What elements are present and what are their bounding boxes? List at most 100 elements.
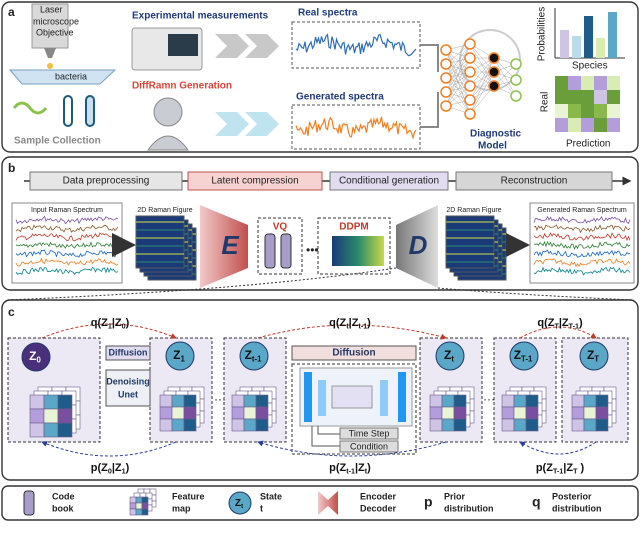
network-node: [440, 86, 452, 98]
unet-layer: [398, 372, 406, 422]
subscript: t-1: [358, 322, 367, 330]
network-node: [440, 100, 452, 112]
feature-cell: [453, 418, 467, 432]
heat-cell: [555, 118, 568, 132]
feature-cell: [159, 406, 173, 420]
dots: ···: [214, 392, 226, 406]
panel-label: c: [8, 305, 15, 319]
formula-part: Z: [587, 348, 594, 362]
legend-text: Code: [52, 491, 75, 501]
feature-cell: [583, 406, 597, 420]
network-edge: [445, 43, 471, 93]
reverse-arrow: [41, 441, 177, 457]
network-edge: [445, 43, 471, 79]
reverse-arrow: [257, 440, 447, 457]
unet-layer: [318, 380, 326, 416]
feature-cell: [441, 394, 455, 408]
legend-frame: [1, 485, 639, 521]
subscript: T: [554, 322, 559, 330]
feature-cell: [595, 394, 609, 408]
formula: Z1: [173, 348, 185, 363]
panel-frame: [1, 1, 639, 153]
feature-cell: [231, 406, 245, 420]
forward-arrow: [257, 324, 447, 340]
spectra-stack: [15, 215, 119, 276]
panel-label: b: [8, 161, 15, 175]
codebook-icon: [23, 490, 35, 516]
panel-a: a Laser microscope Objective bacteria Sa…: [1, 1, 639, 153]
feature-cell: [29, 408, 45, 424]
feature-cell: [441, 418, 455, 432]
feature-cell: [171, 394, 185, 408]
text: Unet: [118, 389, 138, 399]
figure-layer: [445, 215, 495, 269]
formula-part: q(Z: [537, 317, 554, 329]
state-node: [239, 341, 269, 371]
formula-part: ): [126, 462, 130, 474]
formula-part: |Z: [563, 462, 573, 474]
stage-label: Conditional generation: [339, 176, 439, 187]
formula-part: p(Z: [329, 462, 346, 474]
stage-box: [187, 171, 323, 191]
state-node: [21, 342, 51, 372]
forward-arrow: [41, 323, 177, 339]
feature-cell: [501, 394, 515, 408]
network-node: [440, 58, 452, 70]
heat-cell: [581, 90, 594, 104]
state-icon: [228, 491, 252, 515]
feature-cell: [29, 394, 45, 410]
feature-cell: [255, 406, 269, 420]
legend-symbol: p: [424, 494, 433, 510]
feature-cell: [141, 496, 149, 504]
formula: p(ZT-1|ZT ): [536, 462, 585, 475]
feature-cell: [129, 508, 137, 516]
panel-frame: [1, 299, 639, 481]
decoder: [396, 205, 438, 288]
heat-cell: [568, 90, 581, 104]
network-node: [464, 66, 476, 78]
tube-icon: [63, 95, 73, 127]
spectrum-line: [15, 266, 119, 276]
subscript: T: [594, 355, 599, 364]
heat-cell: [594, 76, 607, 90]
formula: Zt-1: [245, 348, 263, 363]
feature-cell: [571, 406, 585, 420]
network-edge: [469, 85, 495, 115]
feature-cell: [525, 394, 539, 408]
robot-icon: [153, 97, 183, 127]
feature-cell: [571, 394, 585, 408]
spectrum-line: [15, 249, 119, 258]
feature-cell: [43, 394, 59, 410]
panel-b: b Data preprocessing Latent compression …: [1, 156, 639, 291]
legend-text: Posterior: [552, 491, 592, 501]
formula: p(Z0|Z1): [91, 462, 130, 475]
feature-cell: [595, 406, 609, 420]
heat-cell: [581, 76, 594, 90]
network-node: [464, 80, 476, 92]
forward-arrow: [519, 326, 597, 339]
spectrum-line: [533, 232, 631, 242]
figure-stack: [135, 215, 197, 281]
subscript: t: [346, 322, 349, 330]
axis-label: Real: [540, 92, 551, 113]
text: Generated Raman Spectrum: [537, 207, 627, 214]
feature-cell: [183, 406, 197, 420]
formula: p(Zt-1|Zt): [329, 462, 371, 475]
feature-cell: [525, 406, 539, 420]
tube-icon: [85, 95, 95, 127]
reverse-arrow: [519, 441, 597, 455]
spectrum-line: [533, 266, 631, 276]
subscript: T-1: [553, 467, 563, 475]
feature-cell: [243, 418, 257, 432]
encdec-icon: [318, 491, 338, 515]
network-node: [464, 52, 476, 64]
legend-symbol: q: [532, 494, 541, 510]
feature-cell: [525, 418, 539, 432]
network-edge: [469, 71, 495, 115]
formula-part: ): [126, 317, 130, 329]
heat-cell: [555, 76, 568, 90]
feature-cell: [43, 408, 59, 424]
text: Laser: [40, 4, 63, 14]
unet-layer: [380, 380, 388, 416]
feature-cell: [159, 394, 173, 408]
